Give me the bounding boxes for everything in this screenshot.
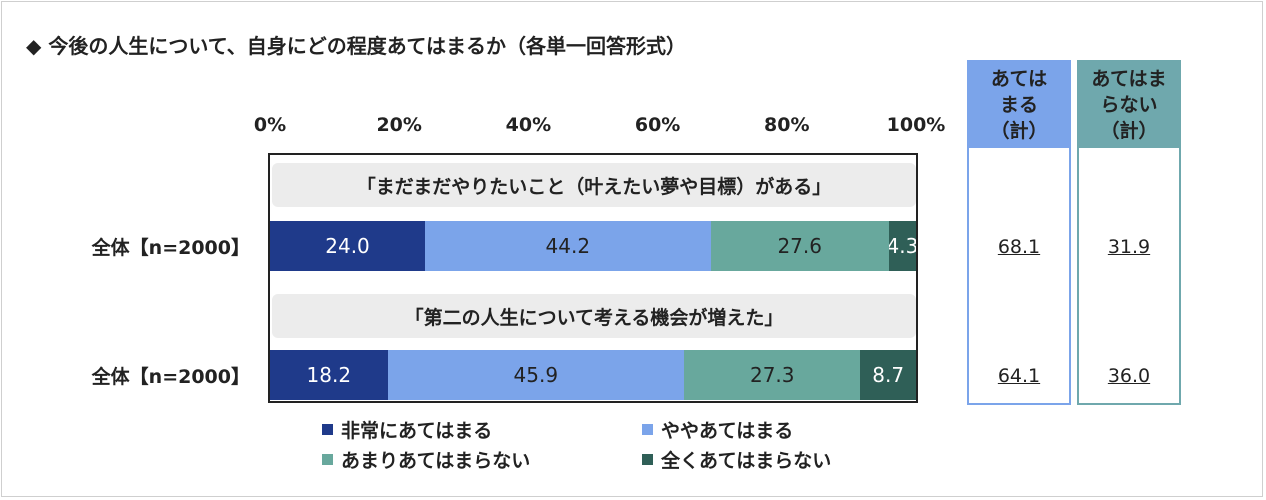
x-tick-label: 100% bbox=[886, 114, 946, 136]
chart-title: ◆ 今後の人生について、自身にどの程度あてはまるか（各単一回答形式） bbox=[26, 34, 686, 58]
applies-total-value: 68.1 bbox=[997, 236, 1041, 258]
row-label: 全体【n=2000】 bbox=[91, 366, 250, 388]
bar-segment-not-at-all: 4.3 bbox=[888, 221, 916, 271]
legend-item-not-really: あまりあてはまらない bbox=[322, 446, 530, 473]
legend-label: 全くあてはまらない bbox=[661, 450, 832, 472]
bar-segment-somewhat-applies: 44.2 bbox=[425, 221, 711, 271]
not-applies-total-header: あてはま らない （計） bbox=[1079, 62, 1179, 148]
bar-segment-not-at-all: 8.7 bbox=[860, 350, 916, 400]
legend-item-very-applies: 非常にあてはまる bbox=[322, 416, 492, 443]
legend-swatch bbox=[642, 424, 653, 435]
legend-swatch bbox=[642, 454, 653, 465]
bar-segment-very-applies: 18.2 bbox=[270, 350, 388, 400]
applies-total-column: あては まる （計） 68.1 64.1 bbox=[967, 60, 1071, 405]
legend-swatch bbox=[322, 424, 333, 435]
legend-label: あまりあてはまらない bbox=[341, 450, 531, 472]
applies-total-value: 64.1 bbox=[997, 365, 1041, 387]
x-tick-label: 60% bbox=[634, 114, 681, 136]
row-caption: 「まだまだやりたいこと（叶えたい夢や目標）がある」 bbox=[272, 163, 916, 207]
x-tick-label: 80% bbox=[764, 114, 810, 136]
not-applies-total-value: 31.9 bbox=[1107, 236, 1151, 258]
not-applies-total-value: 36.0 bbox=[1107, 365, 1151, 387]
bar-segment-not-really: 27.3 bbox=[684, 350, 861, 400]
x-tick-label: 20% bbox=[376, 114, 422, 136]
bar-segment-very-applies: 24.0 bbox=[270, 221, 426, 271]
row-caption: 「第二の人生について考える機会が増えた」 bbox=[272, 294, 916, 338]
bar-segment-somewhat-applies: 45.9 bbox=[387, 350, 685, 400]
not-applies-total-column: あてはま らない （計） 31.9 36.0 bbox=[1077, 60, 1181, 405]
x-tick-label: 0% bbox=[253, 114, 287, 136]
legend-item-somewhat-applies: ややあてはまる bbox=[642, 416, 793, 443]
bar-segment-not-really: 27.6 bbox=[710, 221, 889, 271]
row-label: 全体【n=2000】 bbox=[91, 237, 250, 259]
applies-total-header: あては まる （計） bbox=[969, 62, 1069, 148]
legend-item-not-at-all: 全くあてはまらない bbox=[642, 446, 831, 473]
legend-label: ややあてはまる bbox=[661, 420, 794, 442]
legend-label: 非常にあてはまる bbox=[341, 420, 493, 442]
legend-swatch bbox=[322, 454, 333, 465]
x-tick-label: 40% bbox=[505, 114, 552, 136]
